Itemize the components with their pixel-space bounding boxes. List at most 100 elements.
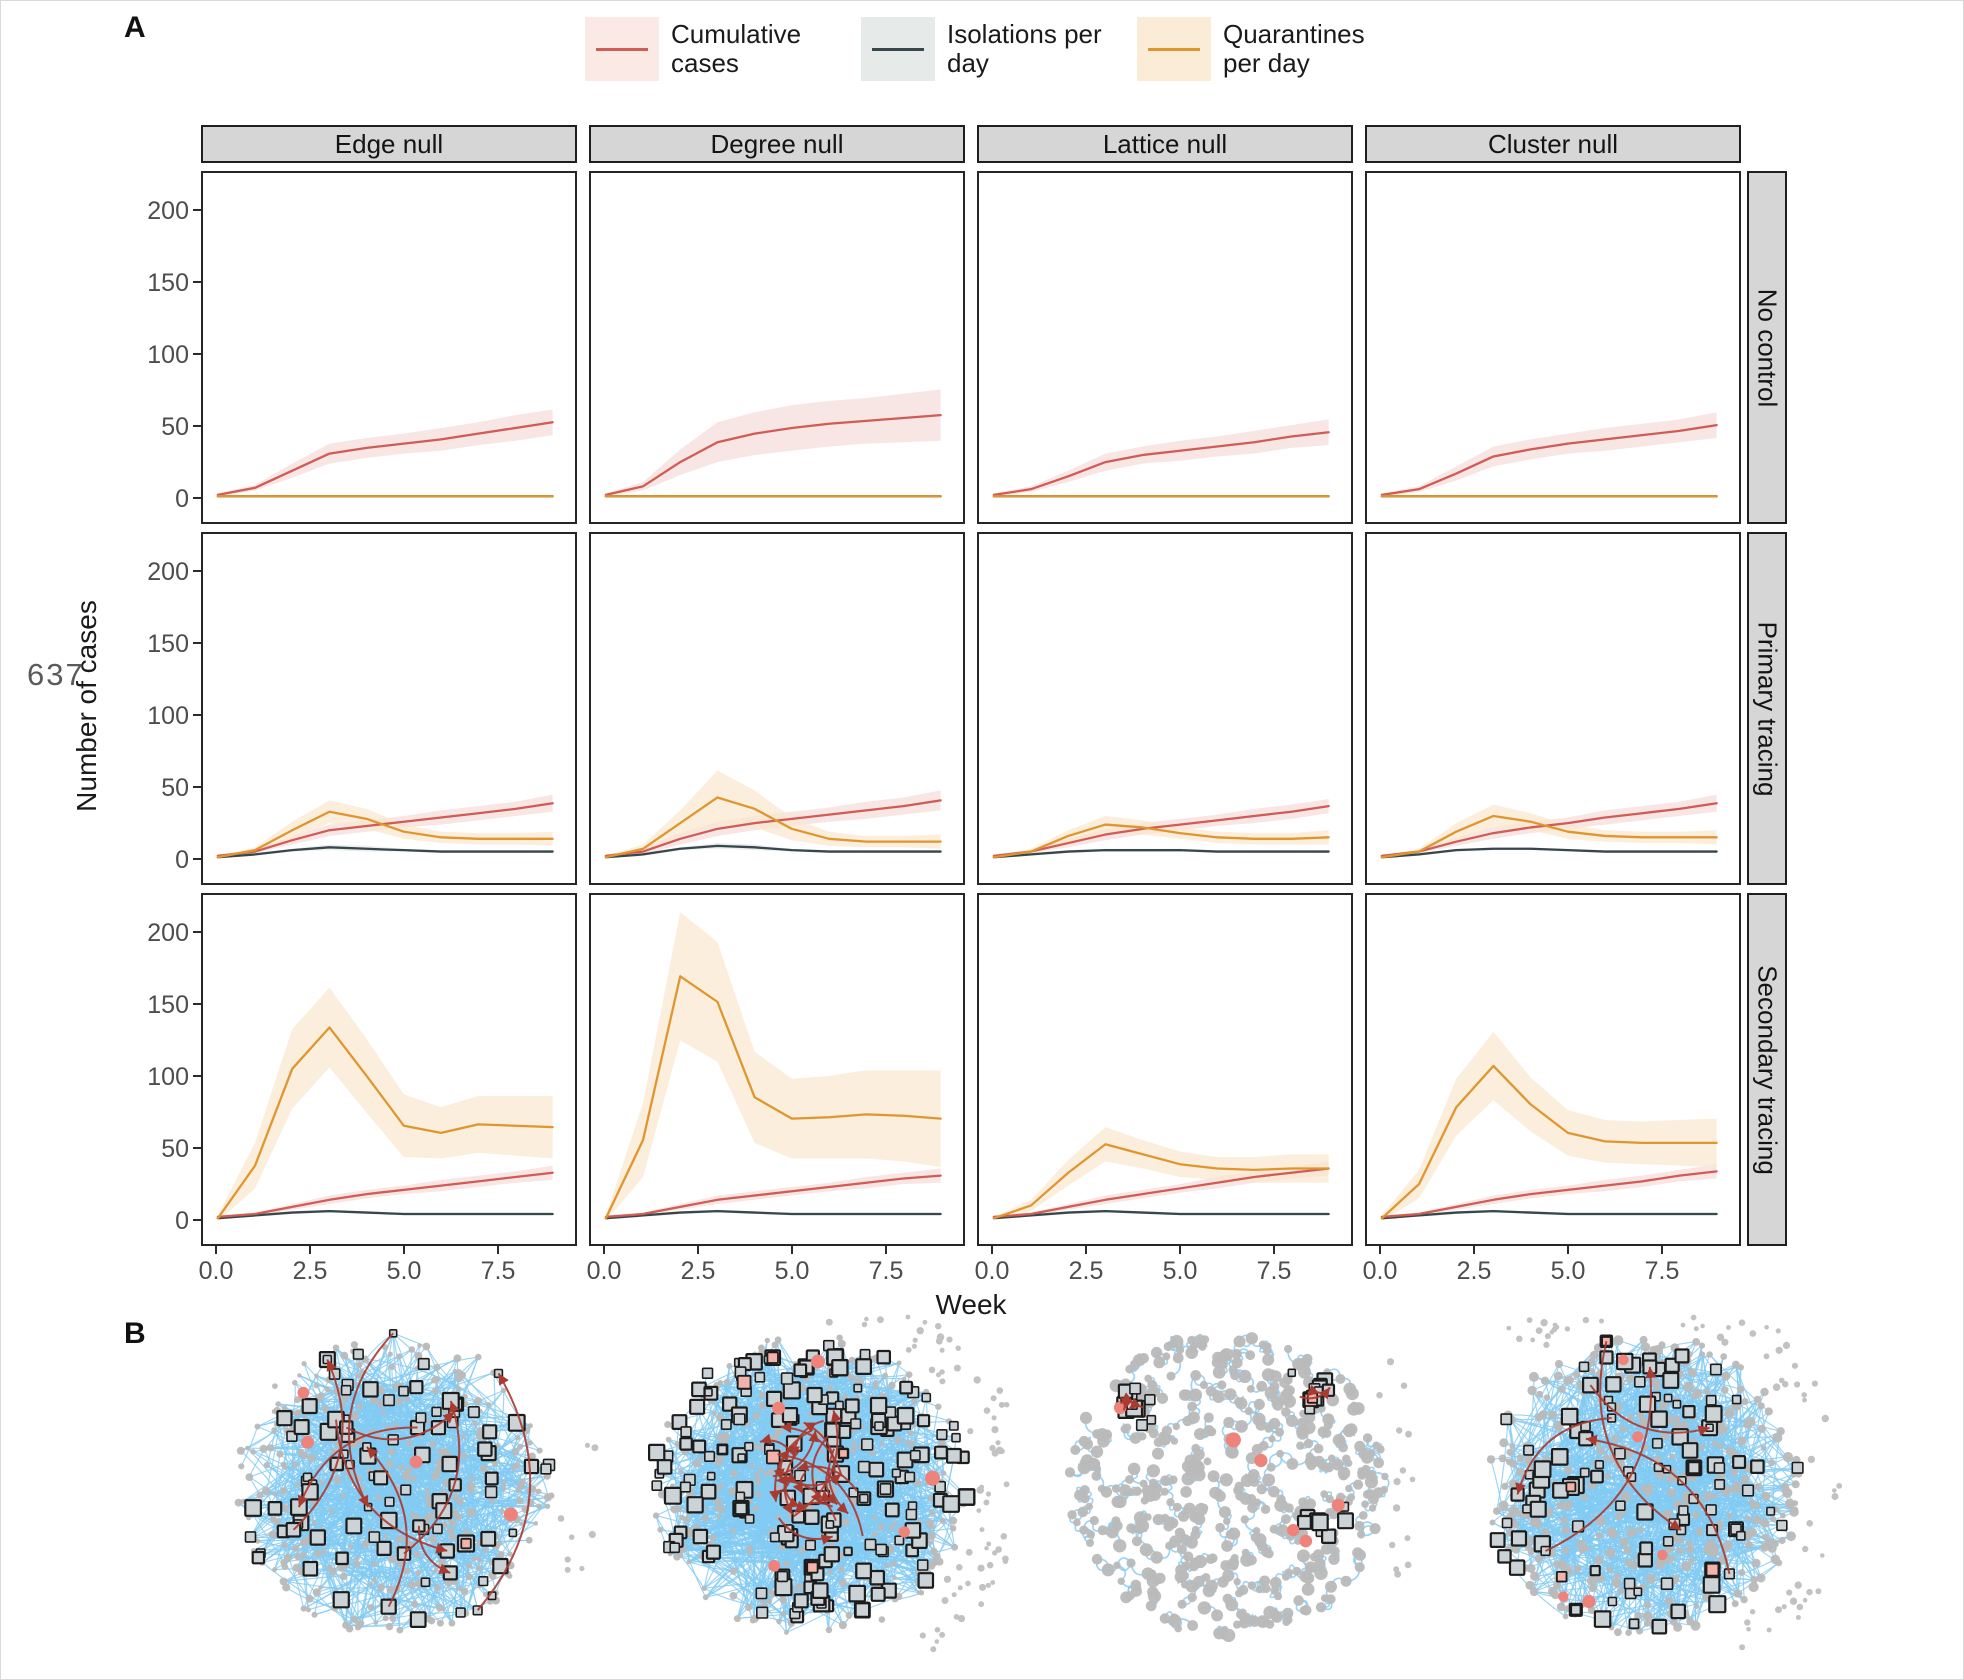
halo-dots-layer (1506, 1314, 1843, 1651)
line-quarantines (1380, 1064, 1718, 1220)
facet-strip-no-control: No control (1747, 171, 1787, 524)
legend-label-isolations-per-day: Isolations per day (947, 18, 1102, 78)
x-tick-mark (309, 1246, 311, 1254)
ribbon-quarantines (1381, 804, 1717, 859)
line-cumulative (992, 804, 1330, 858)
x-tick-mark (1473, 1246, 1475, 1254)
y-tick-label: 50 (161, 1135, 189, 1163)
y-tick-label: 50 (161, 413, 189, 441)
x-tick-label: 5.0 (386, 1257, 422, 1285)
x-tick-label: 0.0 (198, 1257, 234, 1285)
line-isolations (604, 1210, 942, 1220)
line-isolations (604, 844, 942, 859)
x-tick-mark (1085, 1246, 1087, 1254)
facet-strip-cluster-null: Cluster null (1365, 125, 1741, 163)
manuscript-line-number: 637 (27, 657, 85, 692)
x-tick-mark (791, 1246, 793, 1254)
line-quarantines (992, 1143, 1330, 1220)
x-tick-label: 2.5 (680, 1257, 716, 1285)
line-cumulative (1380, 423, 1718, 497)
x-tick-label: 2.5 (1068, 1257, 1104, 1285)
halo-dots-layer (557, 1442, 599, 1573)
panel-b-label: B (124, 1317, 146, 1350)
x-tick-label: 2.5 (1456, 1257, 1492, 1285)
line-cumulative (604, 1174, 942, 1219)
x-tick-mark (1273, 1246, 1275, 1254)
halo-dots-layer (1376, 1358, 1416, 1578)
line-isolations (216, 1210, 554, 1220)
ribbon-isolations (217, 844, 553, 858)
x-axis-title: Week (935, 1289, 1007, 1320)
x-tick-mark (1179, 1246, 1181, 1254)
legend-line-isolations (872, 48, 924, 51)
network-cluster-null (1486, 1314, 1843, 1651)
line-quarantines (604, 975, 942, 1220)
panel-primary-tracing-lattice-null (977, 532, 1353, 885)
y-tick-label: 50 (161, 774, 189, 802)
ribbon-quarantines (605, 912, 941, 1222)
y-tick-mark (193, 281, 201, 283)
line-quarantines (216, 810, 554, 859)
facet-strip-no-control-label: No control (1752, 288, 1783, 407)
legend-key-quarantines-per-day (1137, 17, 1211, 81)
panel-primary-tracing-degree-null (589, 532, 965, 885)
y-tick-label: 150 (147, 991, 189, 1019)
y-tick-mark (193, 209, 201, 211)
halo-dots-layer (825, 1314, 1010, 1653)
x-tick-mark (991, 1246, 993, 1254)
line-cumulative (216, 421, 554, 497)
legend-label-cumulative-cases: Cumulative cases (671, 18, 802, 78)
line-cumulative (216, 1171, 554, 1219)
y-axis-title: Number of cases (71, 600, 102, 812)
ribbon-quarantines (605, 770, 941, 859)
line-cumulative (1380, 802, 1718, 858)
network-lattice-null (1064, 1332, 1416, 1643)
line-cumulative (992, 431, 1330, 497)
panel-a-label: A (124, 11, 146, 44)
infected-dots-layer (1558, 1354, 1668, 1609)
y-tick-label: 0 (175, 485, 189, 513)
legend-item-cumulative-cases: Cumulative cases (585, 17, 827, 81)
y-tick-mark (193, 642, 201, 644)
chart-legend: Cumulative cases Isolations per day Quar… (1, 17, 1963, 81)
x-tick-mark (603, 1246, 605, 1254)
y-tick-label: 0 (175, 1207, 189, 1235)
y-tick-mark (193, 786, 201, 788)
y-tick-label: 100 (147, 341, 189, 369)
legend-key-isolations-per-day (861, 17, 935, 81)
y-tick-mark (193, 497, 201, 499)
quarantined-squares-layer (1489, 1334, 1804, 1635)
panel-secondary-tracing-lattice-null (977, 893, 1353, 1246)
ribbon-cumulative (1381, 412, 1717, 497)
panel-secondary-tracing-degree-null (589, 893, 965, 1246)
facet-strip-degree-null: Degree null (589, 125, 965, 163)
legend-label-quarantines-per-day: Quarantines per day (1223, 18, 1365, 78)
x-tick-label: 7.5 (1256, 1257, 1292, 1285)
x-tick-mark (885, 1246, 887, 1254)
transmission-arrows-layer (1515, 1341, 1731, 1575)
panel-no-control-degree-null (589, 171, 965, 524)
line-cumulative (604, 799, 942, 858)
line-cumulative (216, 802, 554, 858)
facet-grid: Edge null Degree null Lattice null Clust… (201, 125, 1741, 1246)
y-tick-label: 100 (147, 1063, 189, 1091)
legend-line-cumulative (596, 48, 648, 51)
facet-strip-edge-null: Edge null (201, 125, 577, 163)
line-isolations (1380, 847, 1718, 859)
x-tick-label: 0.0 (586, 1257, 622, 1285)
transmission-arrows-layer (759, 1410, 864, 1545)
ribbon-quarantines (217, 987, 553, 1222)
y-tick-mark (193, 1147, 201, 1149)
panel-secondary-tracing-cluster-null (1365, 893, 1741, 1246)
panel-primary-tracing-edge-null (201, 532, 577, 885)
infected-dots-layer (768, 1354, 940, 1572)
line-isolations (1380, 1210, 1718, 1220)
y-tick-label: 200 (147, 558, 189, 586)
x-tick-mark (1661, 1246, 1663, 1254)
y-tick-label: 200 (147, 919, 189, 947)
facet-strip-lattice-null: Lattice null (977, 125, 1353, 163)
legend-item-quarantines-per-day: Quarantines per day (1137, 17, 1379, 81)
line-isolations (992, 849, 1330, 859)
y-tick-mark (193, 931, 201, 933)
